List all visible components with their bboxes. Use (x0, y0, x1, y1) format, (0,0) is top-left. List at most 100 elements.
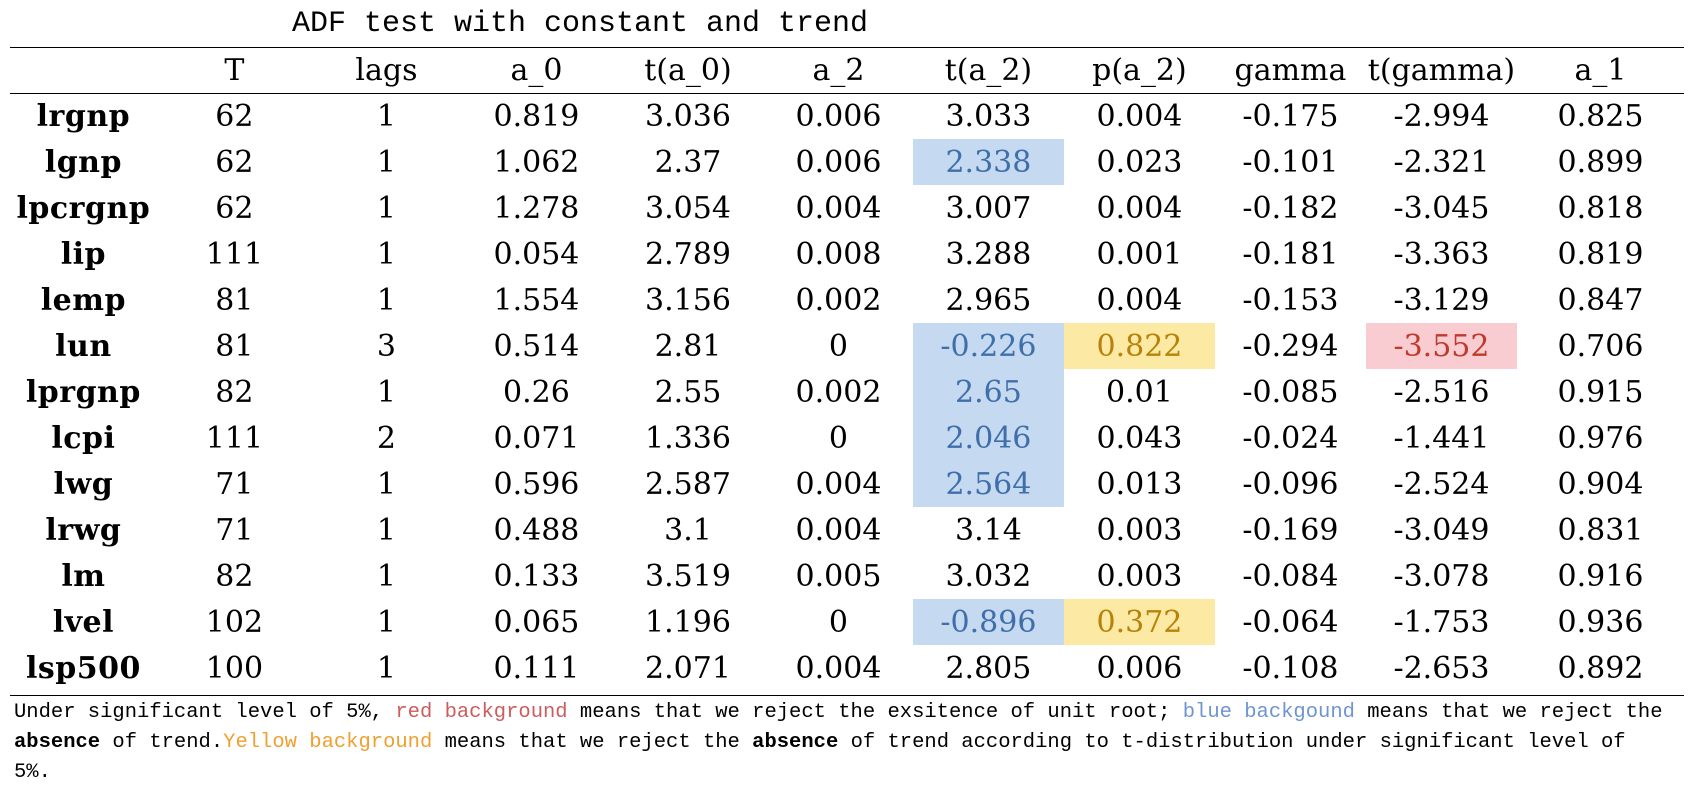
lags-cell: 3 (376, 328, 397, 364)
t-a2-cell: 2.805 (945, 650, 1032, 686)
header-cell-gamma: gamma (1234, 53, 1347, 88)
t-a0-cell: 1.196 (645, 604, 731, 640)
lags-cell: 2 (376, 420, 397, 456)
table-row: lsp500 100 1 0.111 2.071 0.004 2.805 0.006 -0.10… (10, 645, 1684, 691)
note-text: means that we reject the (432, 731, 753, 754)
t-gamma-cell: -2.524 (1393, 466, 1490, 502)
a0-cell: 0.488 (493, 512, 580, 548)
p-a2-cell: 0.013 (1096, 466, 1183, 502)
t-gamma-cell: -3.363 (1393, 236, 1490, 272)
t-gamma-cell: -2.994 (1393, 98, 1490, 134)
lags-cell: 1 (376, 650, 397, 686)
t-cell: 111 (205, 420, 264, 456)
t-a2-cell: 3.033 (945, 98, 1032, 134)
gamma-cell: -0.108 (1242, 650, 1339, 686)
a1-cell: 0.892 (1557, 650, 1644, 686)
lags-cell: 1 (376, 466, 397, 502)
p-a2-cell: 0.003 (1096, 512, 1183, 548)
lags-cell: 1 (376, 604, 397, 640)
t-a2-cell: -0.896 (912, 599, 1064, 645)
gamma-cell: -0.064 (1242, 604, 1339, 640)
a0-cell: 0.596 (493, 466, 580, 502)
header-row: T lags a_0 t(a_0) a_2 t(a_2) p(a_2) gamm… (10, 48, 1684, 93)
gamma-cell: -0.024 (1242, 420, 1339, 456)
t-a0-cell: 2.071 (645, 650, 731, 686)
t-a2-cell: 2.65 (912, 369, 1064, 415)
note-text: means that we reject the exsitence of un… (567, 701, 1183, 724)
t-gamma-cell: -3.552 (1365, 323, 1517, 369)
a2-cell: 0 (828, 420, 848, 456)
header-cell-variable (10, 48, 157, 93)
p-a2-cell: 0.004 (1096, 190, 1183, 226)
table-row: lemp 81 1 1.554 3.156 0.002 2.965 0.004 -0.153 -3… (10, 277, 1684, 323)
t-cell: 82 (215, 374, 254, 410)
table-row: lm 82 1 0.133 3.519 0.005 3.032 0.003 -0.084 -3.0… (10, 553, 1684, 599)
t-cell: 102 (205, 604, 264, 640)
t-a0-cell: 3.156 (645, 282, 731, 318)
header-rule (10, 93, 1684, 94)
t-gamma-cell: -1.753 (1393, 604, 1490, 640)
table-row: lprgnp 82 1 0.26 2.55 0.002 2.65 0.01 -0.085 -2.5… (10, 369, 1684, 415)
t-a2-cell: 2.564 (912, 461, 1064, 507)
gamma-cell: -0.181 (1242, 236, 1339, 272)
variable-name-cell: lun (55, 328, 112, 364)
t-a0-cell: 1.336 (645, 420, 731, 456)
header-cell-p-a2: p(a_2) (1092, 53, 1187, 88)
note-text: of trend according to t-distribution und… (14, 731, 1626, 784)
variable-name-cell: lpcrgnp (16, 190, 151, 226)
a2-cell: 0.004 (795, 512, 882, 548)
table-row: lgnp 62 1 1.062 2.37 0.006 2.338 0.023 -0.101 -2.… (10, 139, 1684, 185)
t-a0-cell: 2.81 (654, 328, 722, 364)
lags-cell: 1 (376, 282, 397, 318)
variable-name-cell: lsp500 (25, 650, 141, 686)
header-cell-a2: a_2 (812, 53, 865, 88)
variable-name-cell: lcpi (51, 420, 116, 456)
note-red-label: red background (395, 701, 568, 724)
a2-cell: 0.004 (795, 650, 882, 686)
t-cell: 81 (215, 282, 254, 318)
a0-cell: 0.054 (493, 236, 580, 272)
t-a2-cell: 3.032 (945, 558, 1032, 594)
t-cell: 62 (215, 98, 254, 134)
t-cell: 62 (215, 144, 254, 180)
a1-cell: 0.831 (1557, 512, 1644, 548)
p-a2-cell: 0.023 (1096, 144, 1183, 180)
t-a2-cell: 2.338 (912, 139, 1064, 185)
a0-cell: 0.111 (493, 650, 580, 686)
lags-cell: 1 (376, 144, 397, 180)
t-a2-cell: 2.965 (945, 282, 1032, 318)
lags-cell: 1 (376, 190, 397, 226)
t-cell: 62 (215, 190, 254, 226)
a1-cell: 0.936 (1557, 604, 1644, 640)
p-a2-cell: 0.004 (1096, 98, 1183, 134)
t-a2-cell: 3.288 (945, 236, 1032, 272)
note-yellow-label: Yellow background (223, 731, 433, 754)
variable-name-cell: lm (61, 558, 106, 594)
a0-cell: 0.133 (493, 558, 580, 594)
t-a2-cell: 3.14 (955, 512, 1022, 548)
t-gamma-cell: -2.321 (1393, 144, 1490, 180)
a1-cell: 0.847 (1557, 282, 1644, 318)
a0-cell: 0.26 (503, 374, 570, 410)
a2-cell: 0.005 (795, 558, 882, 594)
a1-cell: 0.976 (1557, 420, 1644, 456)
gamma-cell: -0.085 (1242, 374, 1339, 410)
lags-cell: 1 (376, 98, 397, 134)
t-gamma-cell: -2.653 (1393, 650, 1490, 686)
gamma-cell: -0.084 (1242, 558, 1339, 594)
note-blue-label: blue backgound (1182, 701, 1355, 724)
a2-cell: 0.008 (795, 236, 882, 272)
t-gamma-cell: -1.441 (1393, 420, 1490, 456)
a2-cell: 0.006 (795, 98, 882, 134)
a2-cell: 0.006 (795, 144, 882, 180)
gamma-cell: -0.182 (1242, 190, 1339, 226)
header-cell-t-gamma: t(gamma) (1367, 53, 1516, 88)
t-a0-cell: 3.519 (645, 558, 731, 594)
variable-name-cell: lgnp (44, 144, 122, 180)
variable-name-cell: lprgnp (25, 374, 141, 410)
t-cell: 111 (205, 236, 264, 272)
note-text: means that we reject the (1354, 701, 1663, 724)
t-a0-cell: 3.036 (645, 98, 731, 134)
t-a0-cell: 2.587 (645, 466, 731, 502)
